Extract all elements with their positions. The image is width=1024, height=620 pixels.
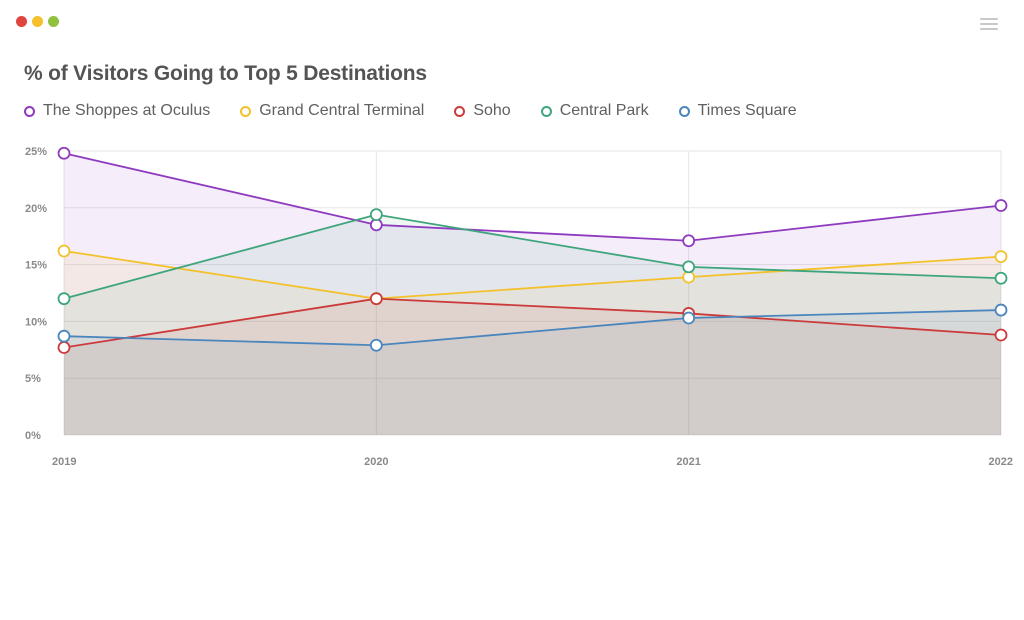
legend-marker-icon [240,105,252,117]
y-tick-label: 10% [25,316,47,328]
data-point [57,244,71,258]
data-point [682,260,696,274]
data-point [369,292,383,306]
series-line [63,152,1002,242]
y-tick-label: 0% [25,430,41,442]
legend-item-grand-central-terminal[interactable]: Grand Central Terminal [240,102,424,120]
data-point [369,208,383,222]
data-point [994,303,1008,317]
data-point [57,341,71,354]
data-point [682,234,696,248]
legend-marker-icon [678,105,690,117]
legend-label: Grand Central Terminal [259,102,425,119]
close-window-dot[interactable] [16,16,27,27]
y-tick-label: 20% [25,203,47,215]
legend-label: Times Square [697,102,797,119]
x-tick-label: 2019 [52,456,76,468]
data-point [994,199,1008,212]
y-tick-label: 15% [25,260,47,272]
maximize-window-dot[interactable] [48,16,59,27]
series-area [64,298,1001,435]
minimize-window-dot[interactable] [32,16,43,27]
legend-marker-icon [540,105,552,117]
chart-title: % of Visitors Going to Top 5 Destination… [24,62,427,85]
data-point [994,250,1008,264]
hamburger-menu-icon[interactable] [980,18,998,30]
legend-item-times-square[interactable]: Times Square [678,102,797,120]
window-controls [16,16,59,27]
data-point [682,311,696,325]
legend-item-central-park[interactable]: Central Park [540,102,649,120]
series-line [63,297,1002,349]
data-point [994,271,1008,285]
series-line [63,250,1002,300]
legend-item-soho[interactable]: Soho [454,102,511,120]
chart-legend: The Shoppes at Oculus Grand Central Termi… [24,102,827,120]
series-line [63,309,1002,347]
y-tick-label: 5% [25,373,41,385]
series-area [64,153,1001,435]
x-tick-label: 2021 [676,456,700,468]
legend-label: The Shoppes at Oculus [43,102,211,119]
legend-label: Central Park [559,102,649,119]
legend-item-the-shoppes-at-oculus[interactable]: The Shoppes at Oculus [24,102,210,120]
data-point [57,329,71,343]
y-tick-label: 25% [25,146,47,158]
series-area [64,250,1001,435]
legend-marker-icon [454,105,466,117]
x-tick-label: 2022 [989,456,1013,468]
x-tick-label: 2020 [364,456,388,468]
data-point [369,338,383,352]
data-point [57,146,71,160]
data-point [994,328,1008,342]
series-area [64,310,1001,435]
series-line [63,213,1002,300]
legend-marker-icon [24,105,35,117]
legend-label: Soho [473,102,511,119]
data-point [57,292,71,306]
